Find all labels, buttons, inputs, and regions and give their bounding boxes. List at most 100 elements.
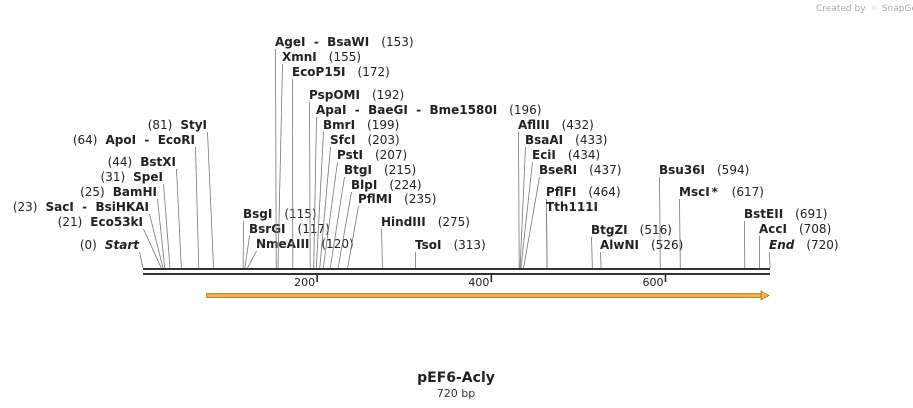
- feature-arrow[interactable]: [206, 290, 770, 301]
- site-name[interactable]: NmeAIII: [256, 237, 309, 251]
- site-name[interactable]: ApoI - EcoRI: [105, 133, 195, 147]
- site-bstxi[interactable]: BstXI (44): [108, 155, 182, 269]
- restriction-sites: Start (0) Eco53kI (21)SacI - BsiHKAI (23) Bam…: [13, 35, 839, 269]
- site-tsoi[interactable]: TsoI (313): [415, 238, 486, 269]
- site-name[interactable]: BsaAI: [525, 133, 563, 147]
- site-name[interactable]: BstXI: [140, 155, 176, 169]
- site-connector: [244, 235, 250, 269]
- site-position: (708): [799, 222, 831, 236]
- axis-tick-label: 600: [643, 276, 664, 289]
- site-acci[interactable]: AccI (708): [759, 222, 831, 269]
- axis-tick-label: 200: [294, 276, 315, 289]
- site-bmri[interactable]: BmrI (199): [315, 118, 399, 269]
- site-connector: [319, 146, 331, 269]
- site-name[interactable]: SpeI: [133, 170, 163, 184]
- site-name[interactable]: StyI: [180, 118, 207, 132]
- site-ecop15i[interactable]: EcoP15I (172): [292, 65, 390, 269]
- site-apai[interactable]: ApaI - BaeGI - Bme1580I (196): [313, 103, 542, 269]
- site-name[interactable]: PflFI: [546, 185, 576, 199]
- site-name[interactable]: HindIII: [381, 215, 426, 229]
- site-name[interactable]: PspOMI: [309, 88, 360, 102]
- site-psti[interactable]: PstI (207): [322, 148, 407, 269]
- site-connector: [176, 168, 182, 269]
- site-position: (31): [101, 170, 126, 184]
- site-name[interactable]: PstI: [337, 148, 363, 162]
- feature-bar[interactable]: [206, 293, 763, 298]
- site-name[interactable]: AccI: [759, 222, 787, 236]
- site-pspomi[interactable]: PspOMI (192): [309, 88, 404, 269]
- site-name[interactable]: BtgI: [344, 163, 372, 177]
- site-blpi[interactable]: BlpI (224): [337, 178, 422, 269]
- site-btgi[interactable]: BtgI (215): [329, 163, 416, 269]
- site-name[interactable]: Bsu36I: [659, 163, 705, 177]
- site-name[interactable]: BsrGI: [249, 222, 286, 236]
- site-connector: [519, 146, 526, 269]
- site-name[interactable]: Eco53kI: [90, 215, 143, 229]
- site-connector: [518, 131, 520, 269]
- site-position: (196): [509, 103, 541, 117]
- credit-text: Created by: [816, 4, 866, 14]
- site-name[interactable]: XmnI: [282, 50, 317, 64]
- site-name[interactable]: Tth111I: [546, 200, 598, 214]
- site-position: (203): [367, 133, 399, 147]
- site-position: (526): [651, 238, 683, 252]
- site-connector: [381, 228, 383, 269]
- site-name[interactable]: EciI: [532, 148, 556, 162]
- site-name[interactable]: EcoP15I: [292, 65, 346, 79]
- site-position: (155): [329, 50, 361, 64]
- site-name[interactable]: MscI: [679, 185, 710, 199]
- site-end[interactable]: End (720): [769, 238, 839, 269]
- site-name[interactable]: BsgI: [243, 207, 272, 221]
- site-bsaai[interactable]: BsaAI (433): [519, 133, 607, 269]
- site-name[interactable]: Start: [105, 238, 140, 252]
- site-sfci[interactable]: SfcI (203): [319, 133, 400, 269]
- site-alwni[interactable]: AlwNI (526): [600, 238, 683, 269]
- site-name[interactable]: AlwNI: [600, 238, 639, 252]
- site-name[interactable]: End: [769, 238, 795, 252]
- feature-arrowhead-icon[interactable]: [760, 290, 770, 301]
- site-nmeaiii[interactable]: NmeAIII (120): [247, 237, 354, 269]
- site-msci[interactable]: MscI (617) *: [679, 185, 764, 269]
- site-afliii[interactable]: AflIII (432): [518, 118, 594, 269]
- site-start[interactable]: Start (0): [80, 238, 144, 269]
- site-agei[interactable]: AgeI - BsaWI (153): [275, 35, 414, 269]
- site-name[interactable]: PflMI: [358, 192, 392, 206]
- site-connector: [337, 191, 352, 269]
- site-xmni[interactable]: XmnI (155): [277, 50, 361, 269]
- site-pflmi[interactable]: PflMI (235): [347, 192, 437, 269]
- site-name[interactable]: SfcI: [330, 133, 355, 147]
- site-ecii[interactable]: EciI (434): [520, 148, 600, 269]
- sequence-backbone: [143, 268, 770, 275]
- site-connector: [157, 198, 166, 269]
- site-name[interactable]: BseRI: [539, 163, 577, 177]
- site-bsteii[interactable]: BstEII (691): [744, 207, 827, 269]
- site-name[interactable]: AgeI - BsaWI: [275, 35, 369, 49]
- site-name[interactable]: SacI - BsiHKAI: [45, 200, 149, 214]
- plasmid-length: 720 bp: [437, 387, 475, 400]
- site-name[interactable]: BstEII: [744, 207, 783, 221]
- site-apoi[interactable]: ApoI - EcoRI (64): [73, 133, 200, 269]
- site-saci[interactable]: SacI - BsiHKAI (23): [13, 200, 164, 269]
- site-name[interactable]: AflIII: [518, 118, 550, 132]
- site-bsu36i[interactable]: Bsu36I (594): [659, 163, 749, 269]
- site-spei[interactable]: SpeI (31): [101, 170, 171, 269]
- site-position: (215): [384, 163, 416, 177]
- site-name[interactable]: TsoI: [415, 238, 441, 252]
- site-btgzi[interactable]: BtgZI (516): [591, 223, 672, 269]
- site-tth111i[interactable]: Tth111I: [546, 200, 598, 269]
- site-connector: [143, 228, 162, 269]
- site-eco53ki[interactable]: Eco53kI (21): [58, 215, 162, 269]
- site-name[interactable]: BlpI: [351, 178, 377, 192]
- site-bamhi[interactable]: BamHI (25): [80, 185, 166, 269]
- site-connector: [329, 176, 345, 269]
- site-name[interactable]: ApaI - BaeGI - Bme1580I: [316, 103, 497, 117]
- site-bseri[interactable]: BseRI (437): [523, 163, 622, 269]
- star-icon: *: [712, 185, 719, 199]
- site-name[interactable]: BamHI: [113, 185, 157, 199]
- site-pflfi[interactable]: PflFI (464): [546, 185, 621, 269]
- site-name[interactable]: BmrI: [323, 118, 355, 132]
- site-hindiii[interactable]: HindIII (275): [381, 215, 470, 269]
- site-styi[interactable]: StyI (81): [148, 118, 214, 269]
- site-name[interactable]: BtgZI: [591, 223, 628, 237]
- site-position: (434): [568, 148, 600, 162]
